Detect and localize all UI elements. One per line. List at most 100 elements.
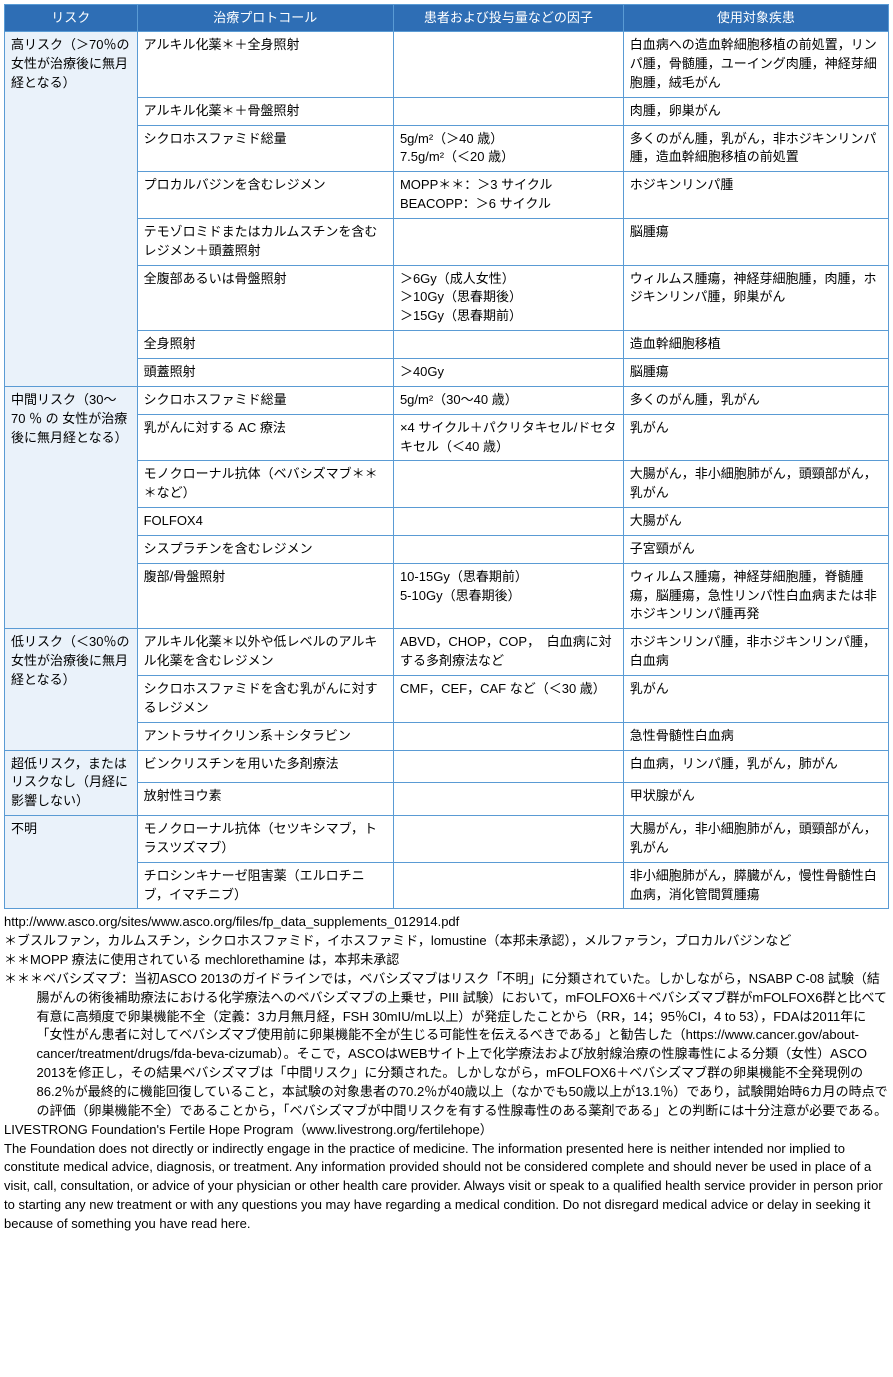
risk-cell: 高リスク（＞70％の女性が治療後に無月経となる） — [5, 32, 138, 387]
disease-cell: 大腸がん，非小細胞肺がん，頭頸部がん，乳がん — [623, 461, 888, 508]
table-row: 全腹部あるいは骨盤照射＞6Gy（成人女性） ＞10Gy（思春期後） ＞15Gy（… — [5, 265, 889, 331]
risk-cell: 超低リスク，またはリスクなし（月経に影響しない） — [5, 750, 138, 816]
table-row: FOLFOX4 大腸がん — [5, 508, 889, 536]
disease-cell: 大腸がん — [623, 508, 888, 536]
disease-cell: 非小細胞肺がん，膵臓がん，慢性骨髄性白血病，消化管間質腫瘍 — [623, 862, 888, 909]
protocol-cell: シスプラチンを含むレジメン — [137, 535, 393, 563]
factor-cell — [393, 331, 623, 359]
protocol-cell: シクロホスファミド総量 — [137, 386, 393, 414]
risk-cell: 不明 — [5, 816, 138, 909]
table-row: 不明モノクローナル抗体（セツキシマブ，トラスツズマブ）大腸がん，非小細胞肺がん，… — [5, 816, 889, 863]
table-row: プロカルバジンを含むレジメンMOPP＊＊：＞3 サイクル BEACOPP：＞6 … — [5, 172, 889, 219]
factor-cell: ＞6Gy（成人女性） ＞10Gy（思春期後） ＞15Gy（思春期前） — [393, 265, 623, 331]
table-row: シスプラチンを含むレジメン 子宮頸がん — [5, 535, 889, 563]
footnote-1: ＊ブスルファン，カルムスチン，シクロホスファミド，イホスファミド，lomusti… — [4, 932, 889, 951]
table-row: 超低リスク，またはリスクなし（月経に影響しない）ビンクリスチンを用いた多剤療法白… — [5, 750, 889, 783]
table-row: 中間リスク（30〜70 ％ の 女性が治療後に無月経となる）シクロホスファミド総… — [5, 386, 889, 414]
disease-cell: 乳がん — [623, 414, 888, 461]
protocol-cell: 全腹部あるいは骨盤照射 — [137, 265, 393, 331]
protocol-cell: 乳がんに対する AC 療法 — [137, 414, 393, 461]
disease-cell: 甲状腺がん — [623, 783, 888, 816]
header-protocol: 治療プロトコール — [137, 5, 393, 32]
factor-cell — [393, 750, 623, 783]
table-row: アルキル化薬＊＋骨盤照射 肉腫，卵巣がん — [5, 97, 889, 125]
factor-cell — [393, 508, 623, 536]
factor-cell — [393, 535, 623, 563]
disease-cell: 大腸がん，非小細胞肺がん，頭頸部がん，乳がん — [623, 816, 888, 863]
disease-cell: 白血病への造血幹細胞移植の前処置，リンパ腫，骨髄腫，ユーイング肉腫，神経芽細胞腫… — [623, 32, 888, 98]
protocol-cell: 腹部/骨盤照射 — [137, 563, 393, 629]
disease-cell: 多くのがん腫，乳がん — [623, 386, 888, 414]
table-row: 高リスク（＞70％の女性が治療後に無月経となる）アルキル化薬＊＋全身照射白血病へ… — [5, 32, 889, 98]
table-header-row: リスク 治療プロトコール 患者および投与量などの因子 使用対象疾患 — [5, 5, 889, 32]
factor-cell: 5g/m²（＞40 歳） 7.5g/m²（＜20 歳） — [393, 125, 623, 172]
disease-cell: ウィルムス腫瘍，神経芽細胞腫，肉腫，ホジキンリンパ腫，卵巣がん — [623, 265, 888, 331]
header-disease: 使用対象疾患 — [623, 5, 888, 32]
factor-cell — [393, 461, 623, 508]
table-row: テモゾロミドまたはカルムスチンを含むレジメン＋頭蓋照射脳腫瘍 — [5, 218, 889, 265]
disease-cell: 急性骨髄性白血病 — [623, 722, 888, 750]
disease-cell: 乳がん — [623, 675, 888, 722]
risk-table: リスク 治療プロトコール 患者および投与量などの因子 使用対象疾患 高リスク（＞… — [4, 4, 889, 909]
factor-cell — [393, 218, 623, 265]
table-row: 腹部/骨盤照射10-15Gy（思春期前） 5-10Gy（思春期後）ウィルムス腫瘍… — [5, 563, 889, 629]
table-row: モノクローナル抗体（ベバシズマブ＊＊＊など） 大腸がん，非小細胞肺がん，頭頸部がん… — [5, 461, 889, 508]
disease-cell: 子宮頸がん — [623, 535, 888, 563]
factor-cell: CMF，CEF，CAF など（＜30 歳） — [393, 675, 623, 722]
footnote-3: ＊＊＊ベバシズマブ：当初ASCO 2013のガイドラインでは，ベバシズマブはリス… — [4, 970, 889, 1121]
table-row: 放射性ヨウ素 甲状腺がん — [5, 783, 889, 816]
factor-cell: 5g/m²（30〜40 歳） — [393, 386, 623, 414]
protocol-cell: アルキル化薬＊以外や低レベルのアルキル化薬を含むレジメン — [137, 629, 393, 676]
protocol-cell: アントラサイクリン系＋シタラビン — [137, 722, 393, 750]
factor-cell — [393, 32, 623, 98]
protocol-cell: チロシンキナーゼ阻害薬（エルロチニブ，イマチニブ） — [137, 862, 393, 909]
disease-cell: 造血幹細胞移植 — [623, 331, 888, 359]
factor-cell — [393, 783, 623, 816]
protocol-cell: FOLFOX4 — [137, 508, 393, 536]
table-row: シクロホスファミドを含む乳がんに対するレジメンCMF，CEF，CAF など（＜3… — [5, 675, 889, 722]
factor-cell: ＞40Gy — [393, 359, 623, 387]
protocol-cell: 放射性ヨウ素 — [137, 783, 393, 816]
protocol-cell: プロカルバジンを含むレジメン — [137, 172, 393, 219]
disease-cell: 白血病，リンパ腫，乳がん，肺がん — [623, 750, 888, 783]
disease-cell: ホジキンリンパ腫，非ホジキンリンパ腫，白血病 — [623, 629, 888, 676]
footnote-livestrong: LIVESTRONG Foundation's Fertile Hope Pro… — [4, 1121, 889, 1140]
protocol-cell: アルキル化薬＊＋骨盤照射 — [137, 97, 393, 125]
factor-cell — [393, 862, 623, 909]
header-factor: 患者および投与量などの因子 — [393, 5, 623, 32]
disease-cell: 脳腫瘍 — [623, 218, 888, 265]
table-row: シクロホスファミド総量5g/m²（＞40 歳） 7.5g/m²（＜20 歳）多く… — [5, 125, 889, 172]
risk-cell: 中間リスク（30〜70 ％ の 女性が治療後に無月経となる） — [5, 386, 138, 628]
protocol-cell: シクロホスファミド総量 — [137, 125, 393, 172]
disease-cell: 多くのがん腫，乳がん，非ホジキンリンパ腫，造血幹細胞移植の前処置 — [623, 125, 888, 172]
table-row: チロシンキナーゼ阻害薬（エルロチニブ，イマチニブ） 非小細胞肺がん，膵臓がん，慢性… — [5, 862, 889, 909]
protocol-cell: ビンクリスチンを用いた多剤療法 — [137, 750, 393, 783]
table-row: アントラサイクリン系＋シタラビン 急性骨髄性白血病 — [5, 722, 889, 750]
footnote-2: ＊＊MOPP 療法に使用されている mechlorethamine は，本邦未承… — [4, 951, 889, 970]
disease-cell: ホジキンリンパ腫 — [623, 172, 888, 219]
disease-cell: 脳腫瘍 — [623, 359, 888, 387]
table-body: 高リスク（＞70％の女性が治療後に無月経となる）アルキル化薬＊＋全身照射 白血病へ… — [5, 32, 889, 909]
factor-cell — [393, 97, 623, 125]
protocol-cell: アルキル化薬＊＋全身照射 — [137, 32, 393, 98]
factor-cell: ×4 サイクル＋パクリタキセル/ドセタキセル（＜40 歳） — [393, 414, 623, 461]
protocol-cell: 頭蓋照射 — [137, 359, 393, 387]
table-row: 全身照射 造血幹細胞移植 — [5, 331, 889, 359]
risk-cell: 低リスク（＜30％の女性が治療後に無月経となる） — [5, 629, 138, 750]
factor-cell: 10-15Gy（思春期前） 5-10Gy（思春期後） — [393, 563, 623, 629]
factor-cell — [393, 722, 623, 750]
table-row: 低リスク（＜30％の女性が治療後に無月経となる）アルキル化薬＊以外や低レベルのア… — [5, 629, 889, 676]
footnote-url: http://www.asco.org/sites/www.asco.org/f… — [4, 913, 889, 932]
factor-cell: ABVD，CHOP，COP， 白血病に対する多剤療法など — [393, 629, 623, 676]
footnotes: http://www.asco.org/sites/www.asco.org/f… — [4, 913, 889, 1233]
table-row: 頭蓋照射＞40Gy脳腫瘍 — [5, 359, 889, 387]
protocol-cell: 全身照射 — [137, 331, 393, 359]
table-row: 乳がんに対する AC 療法×4 サイクル＋パクリタキセル/ドセタキセル（＜40 … — [5, 414, 889, 461]
protocol-cell: モノクローナル抗体（セツキシマブ，トラスツズマブ） — [137, 816, 393, 863]
footnote-disclaimer: The Foundation does not directly or indi… — [4, 1140, 889, 1234]
protocol-cell: シクロホスファミドを含む乳がんに対するレジメン — [137, 675, 393, 722]
factor-cell: MOPP＊＊：＞3 サイクル BEACOPP：＞6 サイクル — [393, 172, 623, 219]
disease-cell: 肉腫，卵巣がん — [623, 97, 888, 125]
protocol-cell: モノクローナル抗体（ベバシズマブ＊＊＊など） — [137, 461, 393, 508]
disease-cell: ウィルムス腫瘍，神経芽細胞腫，脊髄腫瘍，脳腫瘍，急性リンパ性白血病または非ホジキ… — [623, 563, 888, 629]
